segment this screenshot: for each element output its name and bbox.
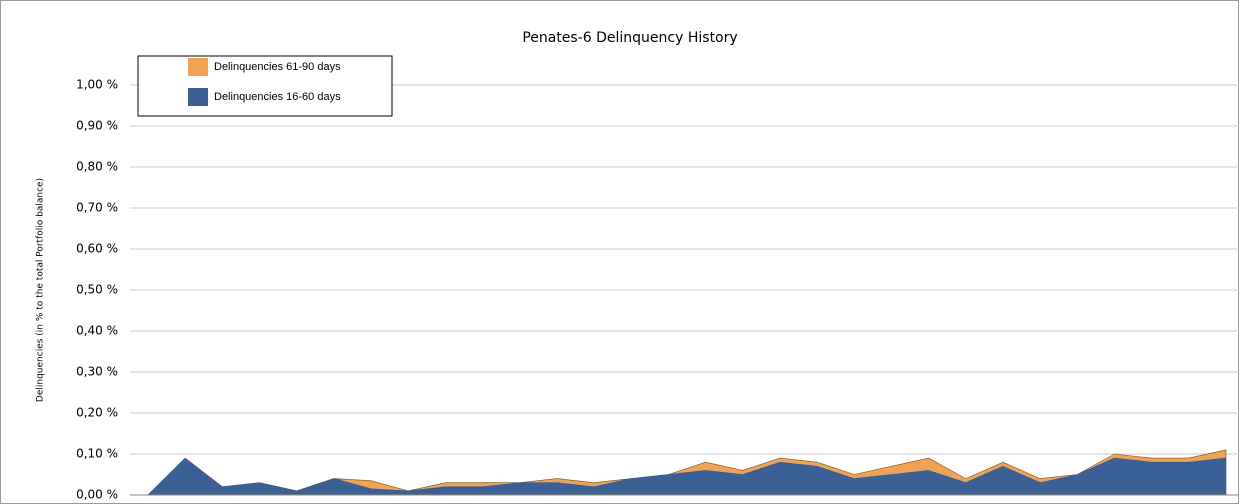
- y-tick-label: 0,10 %: [76, 447, 118, 461]
- y-tick-label: 0,40 %: [76, 324, 118, 338]
- area: [147, 449, 1227, 496]
- y-tick-label: 0,60 %: [76, 242, 118, 256]
- y-axis-label: Delinquencies (in % to the total Portfol…: [36, 178, 46, 402]
- y-tick-label: 0,00 %: [76, 488, 118, 502]
- legend-swatch: [188, 58, 208, 76]
- y-tick-label: 0,50 %: [76, 283, 118, 297]
- y-tick-label: 1,00 %: [76, 78, 118, 92]
- y-tick-label: 0,90 %: [76, 119, 118, 133]
- y-tick-label: 0,30 %: [76, 365, 118, 379]
- y-tick-label: 0,70 %: [76, 201, 118, 215]
- legend-label: Delinquencies 16-60 days: [214, 91, 341, 103]
- legend-box: [137, 55, 393, 117]
- legend-label: Delinquencies 61-90 days: [214, 61, 341, 73]
- y-tick-label: 0,80 %: [76, 160, 118, 174]
- legend-swatch: [188, 88, 208, 106]
- chart-title: Penates-6 Delinquency History: [522, 30, 737, 46]
- y-tick-label: 0,20 %: [76, 406, 118, 420]
